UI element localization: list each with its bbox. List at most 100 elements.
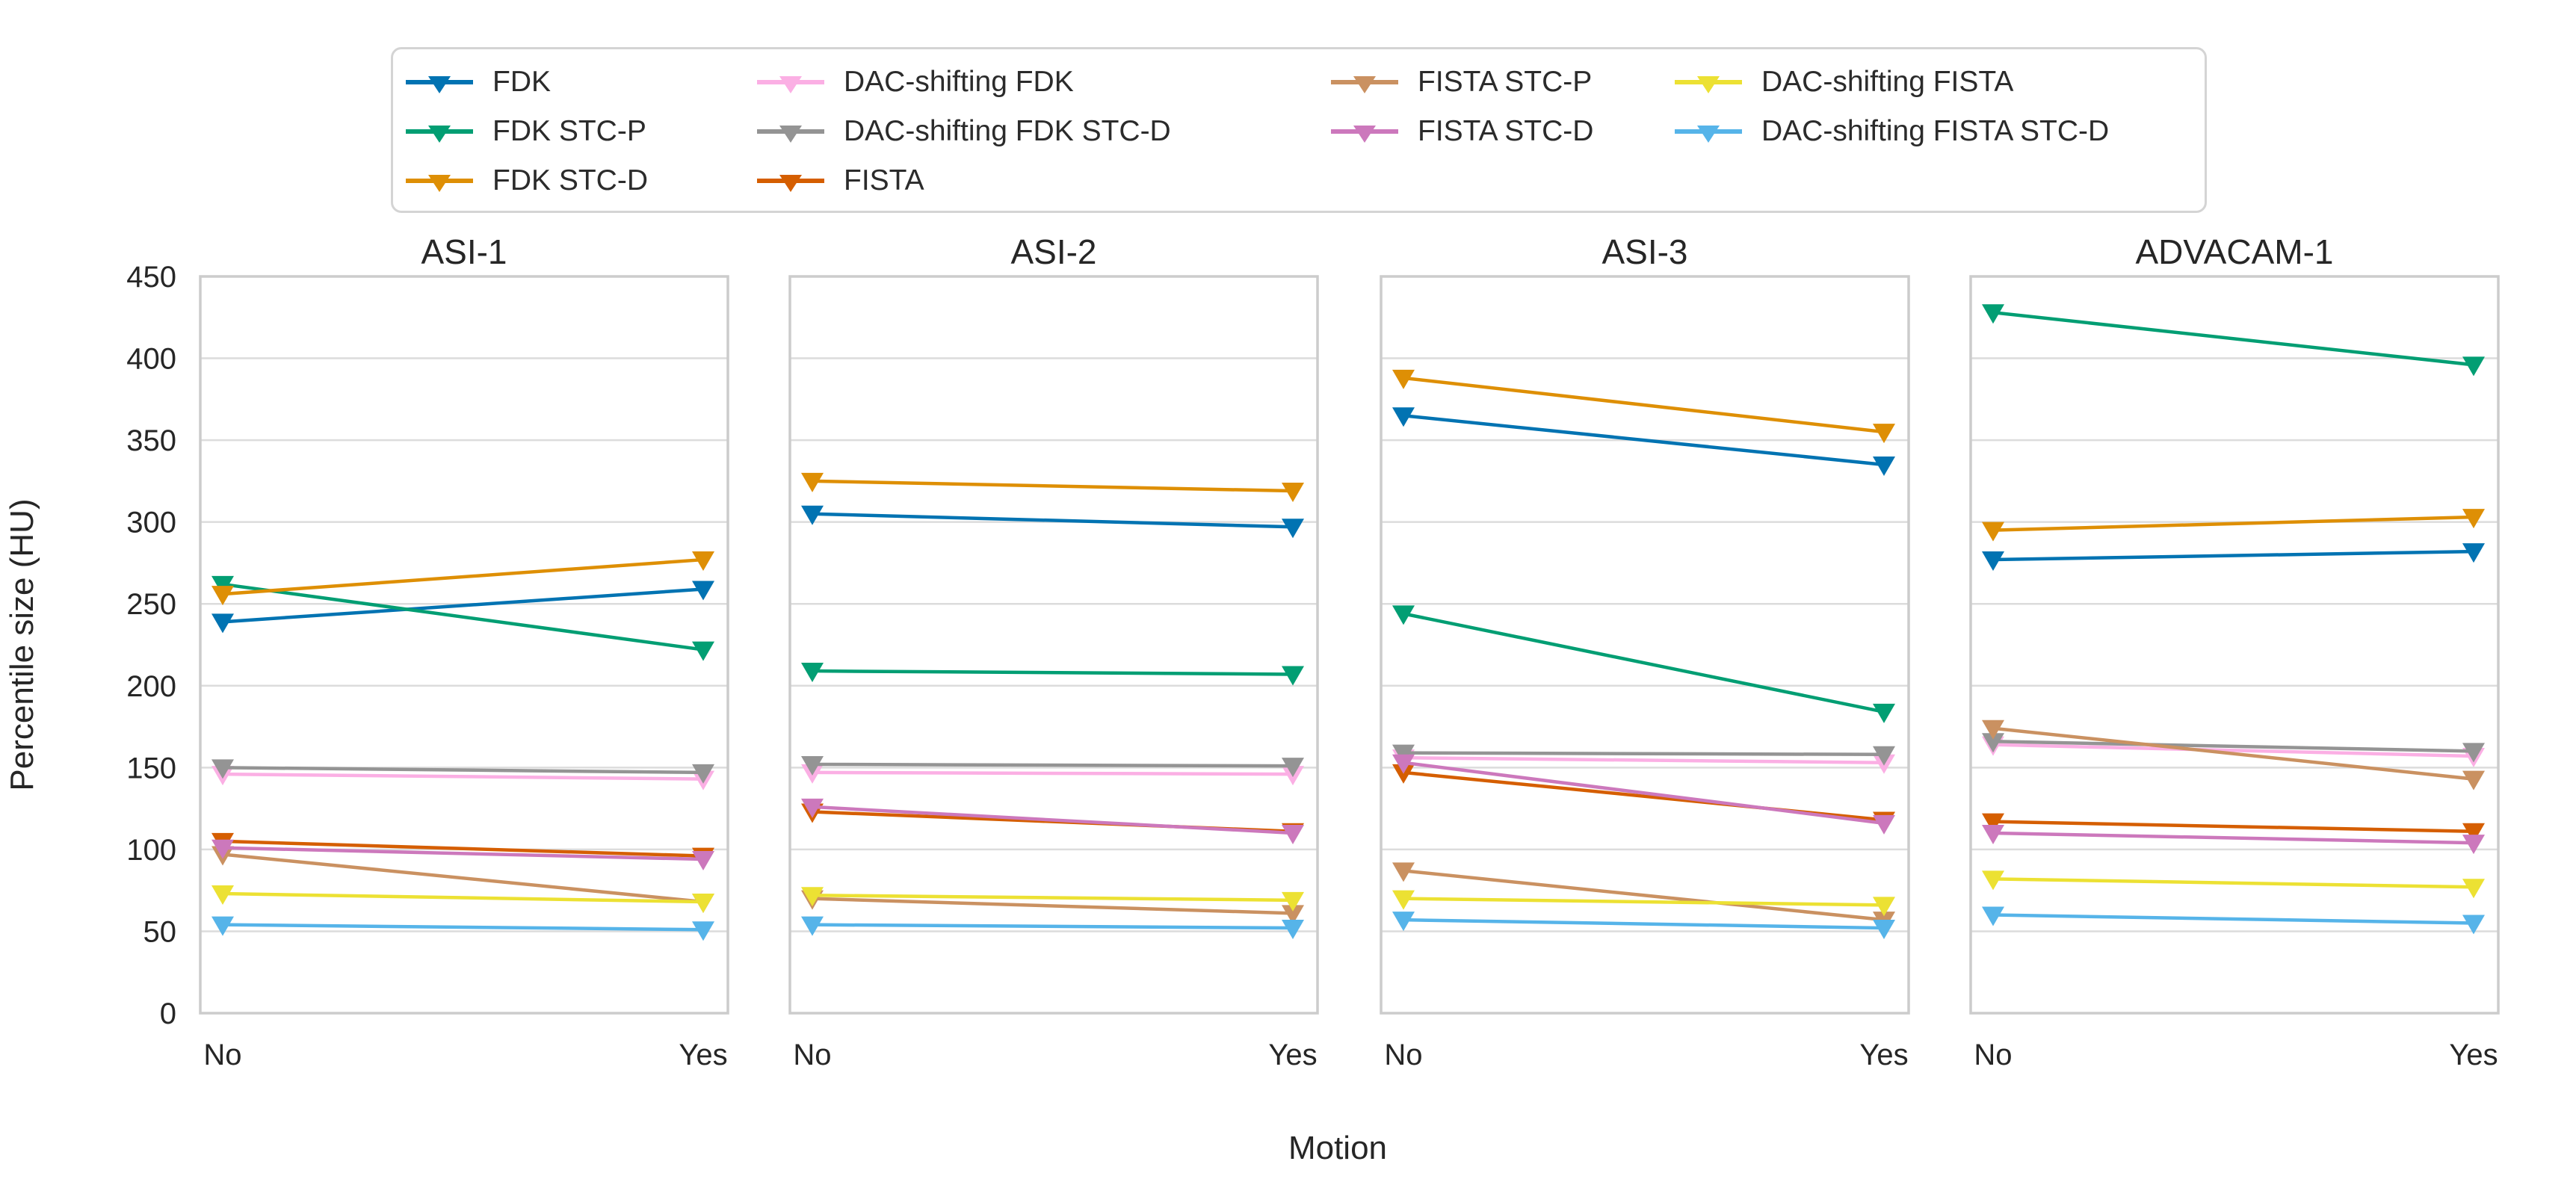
data-point-marker [1392, 744, 1415, 764]
data-point-marker [692, 851, 714, 871]
series-line [1403, 869, 1885, 922]
legend-column: DAC-shifting FDK DAC-shifting FDK STC-D FI… [757, 58, 1171, 205]
data-point-marker [1873, 456, 1895, 476]
legend-label: FISTA STC-D [1418, 115, 1594, 147]
data-point-marker [801, 472, 824, 492]
x-tick-label: No [1974, 1039, 2012, 1071]
series-fista-stc-d [801, 798, 1304, 844]
data-point-marker [1392, 407, 1415, 427]
legend-label: FDK STC-D [492, 164, 648, 197]
data-point-marker [211, 613, 234, 634]
series-fdk-stc-p [1982, 304, 2485, 377]
data-point-marker [801, 798, 824, 818]
series-dac-shifting-fdk-stc-d [1392, 744, 1895, 766]
data-point-marker [1982, 813, 2004, 833]
y-tick-label: 50 [143, 915, 177, 948]
series-line [1992, 515, 2474, 532]
data-point-marker [801, 887, 824, 907]
series-fdk-stc-d [1392, 369, 1895, 444]
legend-label: DAC-shifting FISTA [1761, 66, 2014, 98]
series-dac-shifting-fista-stc-d [1982, 906, 2485, 935]
series-fdk-stc-p [801, 663, 1304, 686]
series-line [222, 853, 704, 904]
data-point-marker [692, 764, 714, 784]
series-dac-shifting-fdk-stc-d [1982, 733, 2485, 763]
panel-ASI-2: ASI-2 No Yes [788, 232, 1319, 1071]
series-line [1403, 761, 1885, 826]
data-point-marker [211, 575, 234, 595]
data-point-marker [1873, 920, 1895, 940]
series-line [222, 846, 704, 861]
series-line [1992, 549, 2474, 562]
data-point-marker [692, 641, 714, 661]
series-line [1403, 751, 1885, 757]
data-point-marker [1982, 304, 2004, 324]
data-point-marker [801, 663, 824, 683]
data-point-marker [1392, 754, 1415, 774]
legend-item: DAC-shifting FISTA [1675, 58, 2109, 107]
legend-item: DAC-shifting FDK STC-D [757, 107, 1171, 156]
data-point-marker [2462, 879, 2485, 899]
panel-title: ASI-3 [1601, 232, 1687, 271]
legend-marker-icon [406, 175, 473, 192]
series-line [1992, 740, 2474, 753]
series-line [1992, 726, 2474, 781]
legend-marker-icon [1675, 126, 1742, 143]
panel-border [199, 275, 729, 1015]
data-point-marker [1982, 720, 2004, 740]
data-point-marker [211, 916, 234, 936]
series-line [222, 839, 704, 858]
legend-label: DAC-shifting FISTA STC-D [1761, 115, 2110, 147]
x-tick-label: Yes [679, 1039, 727, 1071]
legend-marker-icon [1331, 76, 1398, 93]
data-point-marker [1873, 746, 1895, 766]
series-line [812, 923, 1294, 930]
panel-border [788, 275, 1319, 1015]
series-fdk [211, 581, 714, 634]
data-point-marker [1982, 551, 2004, 572]
legend-marker-icon [757, 76, 824, 93]
x-tick-label: No [1384, 1039, 1422, 1071]
data-point-marker [1282, 483, 1304, 503]
data-point-marker [692, 551, 714, 572]
panel-ADVACAM-1: ADVACAM-1 No Yes [1969, 232, 2500, 1071]
legend-label: FDK STC-P [492, 115, 646, 147]
data-point-marker [1392, 890, 1415, 910]
data-point-marker [211, 759, 234, 779]
series-fista [1392, 764, 1895, 832]
series-line [1992, 831, 2474, 845]
data-point-marker [1282, 891, 1304, 912]
data-point-marker [1282, 920, 1304, 940]
data-point-marker [211, 586, 234, 606]
panel-title: ASI-2 [1010, 232, 1096, 271]
series-line [812, 512, 1294, 529]
legend-item: FDK STC-P [406, 107, 648, 156]
data-point-marker [1982, 870, 2004, 891]
series-dac-shifting-fdk-stc-d [211, 759, 714, 784]
series-fista-stc-p [1982, 720, 2485, 790]
series-dac-shifting-fista-stc-d [801, 916, 1304, 940]
series-line [1992, 820, 2474, 834]
series-fdk [801, 505, 1304, 539]
data-point-marker [1282, 905, 1304, 925]
data-point-marker [1392, 912, 1415, 932]
data-point-marker [211, 885, 234, 906]
data-point-marker [1282, 666, 1304, 686]
series-line [222, 772, 704, 781]
series-line [1403, 376, 1885, 434]
y-tick-label: 450 [126, 261, 176, 294]
y-tick-label: 300 [126, 507, 176, 539]
series-dac-shifting-fista [1982, 870, 2485, 899]
series-dac-shifting-fdk-stc-d [801, 755, 1304, 778]
legend-column: DAC-shifting FISTA DAC-shifting FISTA STC… [1675, 58, 2109, 156]
data-point-marker [2462, 915, 2485, 935]
legend-item: FISTA STC-P [1331, 58, 1593, 107]
x-tick-label: No [793, 1039, 831, 1071]
data-point-marker [1873, 424, 1895, 444]
series-line [1992, 913, 2474, 925]
data-point-marker [1873, 814, 1895, 835]
series-line [812, 669, 1294, 676]
y-tick-label: 0 [160, 997, 176, 1030]
x-tick-label: Yes [1268, 1039, 1317, 1071]
